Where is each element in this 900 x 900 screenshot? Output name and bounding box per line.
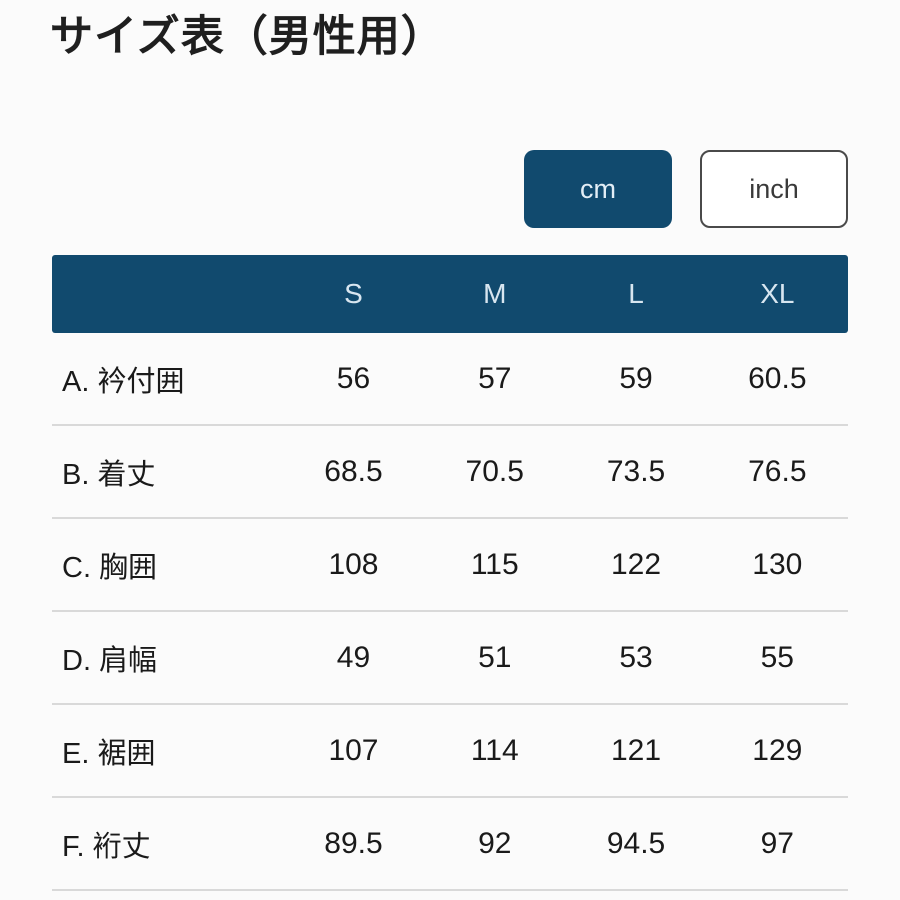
row-value: 130 [752, 547, 803, 581]
unit-inch-button[interactable]: inch [700, 150, 848, 228]
column-header-m: M [483, 278, 507, 309]
row-label: D. 肩幅 [62, 644, 158, 677]
row-value: 60.5 [748, 361, 807, 395]
row-value: 56 [336, 361, 371, 395]
row-value: 59 [619, 361, 653, 395]
row-value: 57 [478, 361, 512, 395]
row-label: B. 着丈 [62, 458, 156, 491]
row-value: 121 [611, 733, 662, 767]
row-label: C. 胸囲 [62, 551, 158, 584]
row-value: 53 [619, 640, 653, 674]
table-row: C. 胸囲 108 115 122 130 [52, 519, 848, 612]
row-label: E. 裾囲 [62, 737, 156, 770]
column-header-xl: XL [760, 278, 795, 309]
row-value: 55 [760, 640, 794, 674]
row-value: 68.5 [324, 454, 383, 488]
row-value: 94.5 [606, 826, 666, 860]
row-label: A. 衿付囲 [62, 365, 185, 398]
row-value: 129 [752, 733, 803, 767]
table-row: D. 肩幅 49 51 53 55 [52, 612, 848, 705]
row-value: 115 [470, 547, 519, 581]
row-value: 73.5 [606, 454, 666, 488]
column-header-s: S [344, 278, 363, 309]
table-row: E. 裾囲 107 114 121 129 [52, 705, 848, 798]
table-row: A. 衿付囲 56 57 59 60.5 [52, 333, 848, 426]
unit-cm-button[interactable]: cm [524, 150, 672, 228]
table-row: B. 着丈 68.5 70.5 73.5 76.5 [52, 426, 848, 519]
row-value: 107 [328, 733, 379, 767]
row-value: 70.5 [465, 454, 524, 488]
row-value: 122 [611, 547, 662, 581]
table-row: F. 裄丈 89.5 92 94.5 97 [52, 798, 848, 891]
page-title: サイズ表（男性用） [50, 13, 445, 61]
unit-toggle: cm inch [524, 150, 848, 228]
row-value: 89.5 [324, 826, 383, 860]
row-value: 108 [328, 547, 379, 581]
row-value: 114 [470, 733, 519, 767]
column-header-l: L [628, 278, 644, 309]
size-table: S M L XL A. 衿付囲 56 57 59 60.5 B. 着丈 68.5… [52, 255, 848, 891]
table-header-row: S M L XL [52, 255, 848, 333]
row-label: F. 裄丈 [62, 830, 151, 863]
row-value: 49 [336, 640, 371, 674]
row-value: 51 [478, 640, 512, 674]
row-value: 76.5 [748, 454, 807, 488]
row-value: 92 [478, 826, 512, 860]
row-value: 97 [760, 826, 794, 860]
